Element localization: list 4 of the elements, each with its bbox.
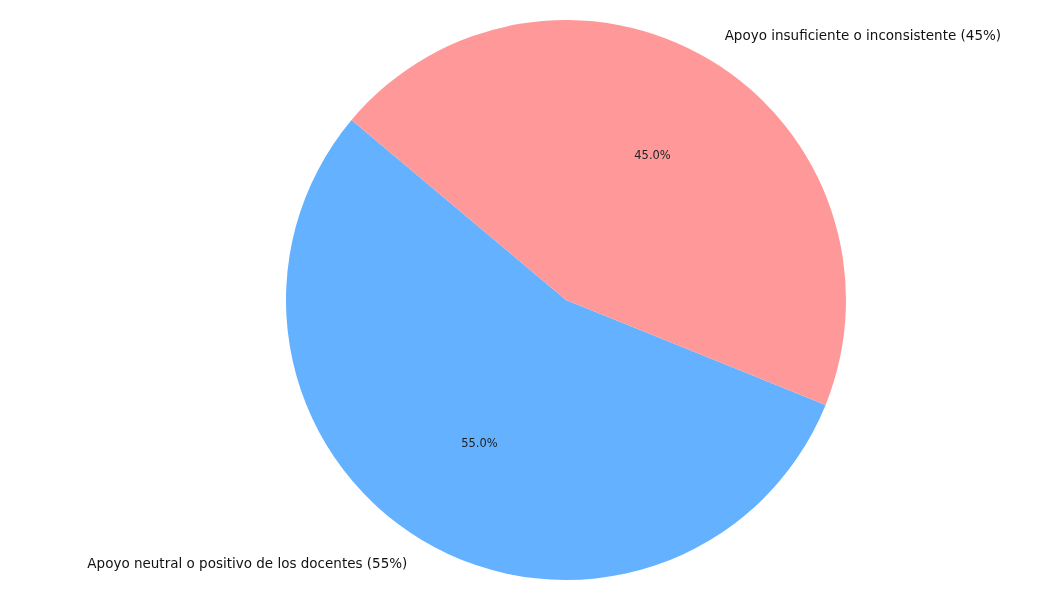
data-label: 55.0% bbox=[461, 436, 498, 450]
data-label: 45.0% bbox=[634, 148, 671, 162]
slice-label: Apoyo neutral o positivo de los docentes (55%) bbox=[87, 555, 408, 572]
slice-label: Apoyo insuficiente o inconsistente (45%) bbox=[724, 26, 1002, 43]
